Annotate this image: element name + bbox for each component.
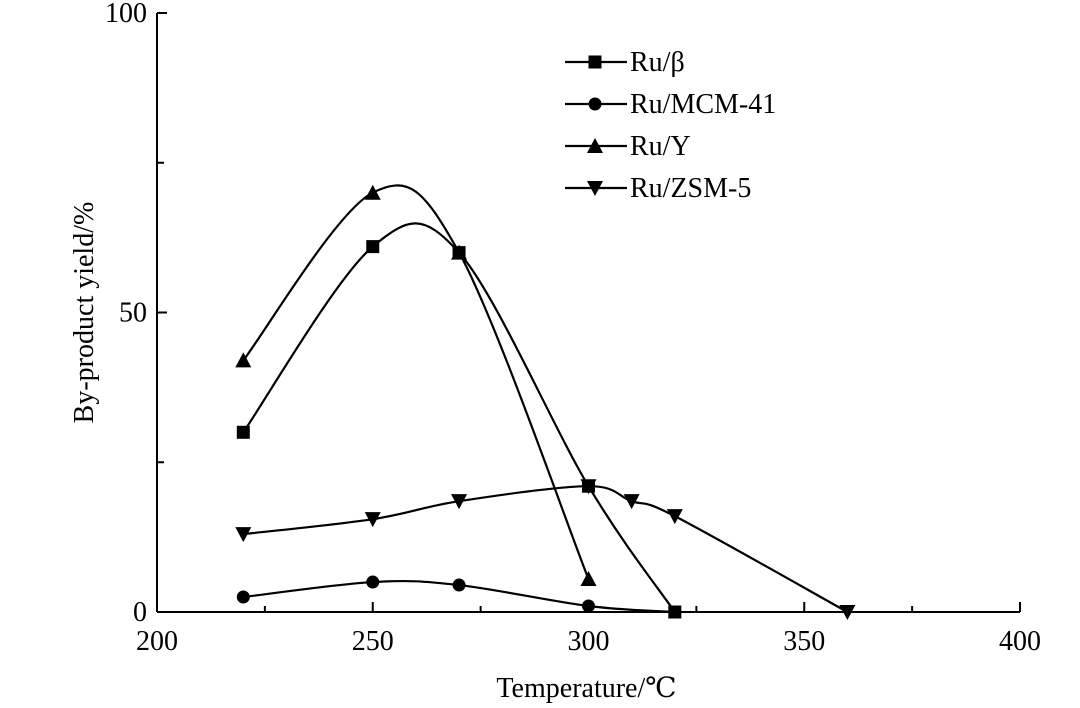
axes: 200 250 300 350 400 0 50 100 — [105, 0, 1041, 657]
y-tick-label: 50 — [119, 298, 147, 329]
data-point — [235, 527, 252, 543]
legend-item: Ru/β — [565, 47, 685, 78]
legend-item: Ru/ZSM-5 — [565, 173, 751, 204]
data-point — [582, 599, 595, 613]
legend: Ru/β Ru/MCM-41 Ru/Y Ru/ZSM-5 — [565, 47, 776, 204]
data-point — [364, 184, 381, 200]
series-layer — [235, 184, 856, 620]
data-point — [236, 590, 250, 604]
legend-marker — [588, 55, 602, 69]
legend-item: Ru/MCM-41 — [565, 89, 776, 120]
series-line — [243, 485, 848, 613]
data-point — [623, 494, 640, 510]
x-tick-label: 350 — [783, 626, 825, 657]
legend-label: Ru/β — [630, 47, 685, 78]
data-point — [580, 479, 597, 495]
x-tick-label: 300 — [568, 626, 610, 657]
series-line — [242, 222, 676, 613]
data-point — [236, 425, 250, 439]
series — [235, 184, 597, 587]
y-tick-label: 100 — [105, 0, 147, 29]
x-tick-label: 200 — [136, 626, 178, 657]
data-point — [666, 509, 683, 525]
data-point — [668, 605, 682, 619]
series — [236, 222, 682, 619]
x-axis-title: Temperature/℃ — [496, 673, 676, 703]
series-line — [242, 184, 590, 580]
legend-marker — [587, 181, 603, 196]
legend-label: Ru/ZSM-5 — [630, 173, 751, 204]
data-point — [451, 494, 468, 510]
series — [235, 479, 856, 620]
y-axis-title: By-product yield/% — [69, 202, 100, 424]
x-tick-label: 400 — [999, 626, 1041, 657]
x-tick-label: 250 — [352, 626, 394, 657]
data-point — [839, 605, 856, 620]
legend-marker — [588, 97, 602, 111]
series — [236, 575, 682, 619]
data-point — [364, 512, 381, 528]
data-point — [451, 244, 468, 260]
data-point — [366, 575, 380, 589]
data-point — [452, 578, 466, 592]
legend-label: Ru/Y — [630, 131, 691, 162]
legend-label: Ru/MCM-41 — [630, 89, 776, 120]
data-point — [366, 240, 380, 254]
data-point — [235, 352, 252, 368]
legend-marker — [587, 138, 603, 153]
data-point — [580, 571, 597, 587]
y-tick-label: 0 — [133, 597, 147, 628]
legend-item: Ru/Y — [565, 131, 691, 162]
